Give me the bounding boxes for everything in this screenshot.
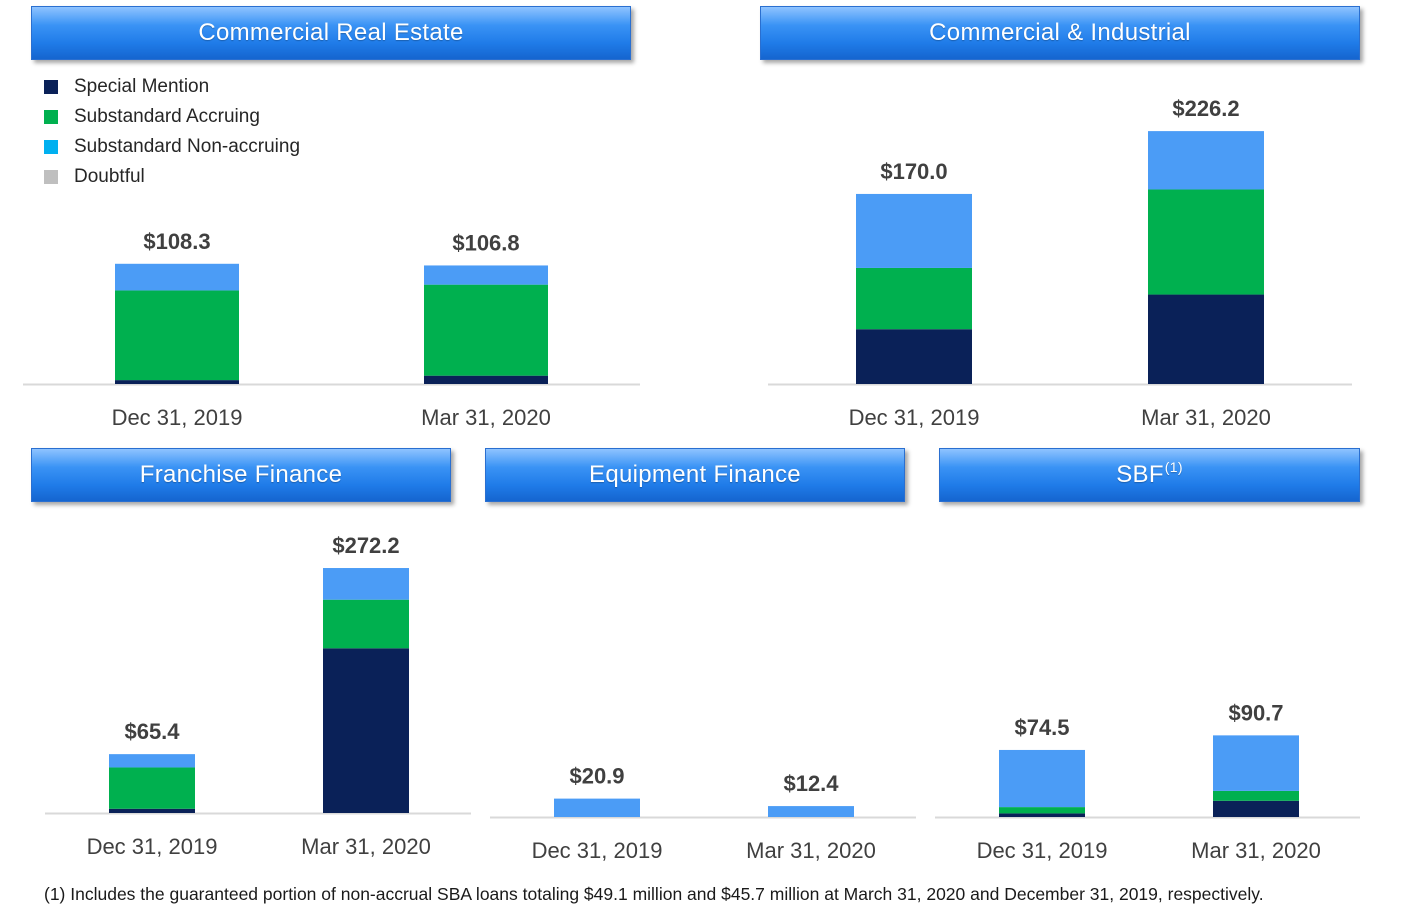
ff-bar-2-substandard-accruing <box>323 599 409 649</box>
header-franchise-finance: Franchise Finance <box>31 448 451 502</box>
ff-bar-2-substandard-nonaccruing <box>323 568 409 600</box>
legend-item-substandard-accruing: Substandard Accruing <box>44 102 300 132</box>
header-sbf: SBF (1) <box>939 448 1360 502</box>
ci-bar-2-substandard-nonaccruing <box>1148 131 1264 190</box>
ef-bar-1-substandard-nonaccruing <box>554 798 640 817</box>
ef-total-label-2: $12.4 <box>783 771 839 796</box>
ci-total-label-1: $170.0 <box>880 159 947 184</box>
cre-bar-2-substandard-nonaccruing <box>424 265 548 285</box>
ci-bar-1-substandard-nonaccruing <box>856 193 972 268</box>
header-equipment-finance: Equipment Finance <box>485 448 905 502</box>
legend-label: Special Mention <box>74 76 210 97</box>
ci-bar-2-substandard-accruing <box>1148 189 1264 295</box>
ci-bar-1-special-mention <box>856 329 972 384</box>
cre-bar-2-special-mention <box>424 375 548 384</box>
ff-category-label-1: Dec 31, 2019 <box>87 834 218 859</box>
legend-label: Doubtful <box>74 166 145 187</box>
cre-category-label-2: Mar 31, 2020 <box>421 405 551 430</box>
ef-category-label-2: Mar 31, 2020 <box>746 838 876 863</box>
legend-swatch <box>44 110 58 124</box>
legend-item-substandard-nonaccruing: Substandard Non-accruing <box>44 132 300 162</box>
sbf-category-label-2: Mar 31, 2020 <box>1191 838 1321 863</box>
legend-label: Substandard Non-accruing <box>74 136 301 157</box>
header-title: Franchise Finance <box>139 461 343 488</box>
cre-bar-1-special-mention <box>115 380 239 384</box>
ff-total-label-1: $65.4 <box>124 719 180 744</box>
footnote: (1) Includes the guaranteed portion of n… <box>44 884 1264 904</box>
sbf-bar-2-special-mention <box>1213 800 1299 817</box>
cre-total-label-1: $108.3 <box>143 229 210 254</box>
ci-category-label-1: Dec 31, 2019 <box>849 405 980 430</box>
ff-bar-1-special-mention <box>109 808 195 813</box>
ff-bar-1-substandard-accruing <box>109 767 195 809</box>
header-commercial-real-estate: Commercial Real Estate <box>31 6 631 60</box>
legend-item-special-mention: Special Mention <box>44 72 300 102</box>
sbf-bar-2-substandard-accruing <box>1213 790 1299 801</box>
ef-category-label-1: Dec 31, 2019 <box>532 838 663 863</box>
header-title: Equipment Finance <box>589 461 801 488</box>
legend-label: Substandard Accruing <box>74 106 260 127</box>
header-title: Commercial Real Estate <box>198 19 464 46</box>
legend-swatch <box>44 140 58 154</box>
ef-total-label-1: $20.9 <box>569 764 624 789</box>
legend-swatch <box>44 170 58 184</box>
cre-bar-1-substandard-accruing <box>115 290 239 381</box>
cre-bar-2-substandard-accruing <box>424 284 548 376</box>
sbf-total-label-1: $74.5 <box>1014 715 1069 740</box>
cre-total-label-2: $106.8 <box>452 230 519 255</box>
ci-total-label-2: $226.2 <box>1172 96 1239 121</box>
legend: Special Mention Substandard Accruing Sub… <box>44 72 300 192</box>
ff-bar-2-special-mention <box>323 648 409 813</box>
sbf-bar-1-substandard-accruing <box>999 807 1085 814</box>
header-title: SBF <box>1116 461 1164 488</box>
sbf-category-label-1: Dec 31, 2019 <box>977 838 1108 863</box>
ci-category-label-2: Mar 31, 2020 <box>1141 405 1271 430</box>
header-title: Commercial & Industrial <box>929 19 1191 46</box>
sbf-bar-1-special-mention <box>999 813 1085 817</box>
ef-bar-2-substandard-nonaccruing <box>768 806 854 817</box>
ff-total-label-2: $272.2 <box>332 533 399 558</box>
header-commercial-industrial: Commercial & Industrial <box>760 6 1360 60</box>
legend-item-doubtful: Doubtful <box>44 162 300 192</box>
header-title-superscript: (1) <box>1164 459 1183 475</box>
legend-swatch <box>44 80 58 94</box>
cre-bar-1-substandard-nonaccruing <box>115 263 239 291</box>
sbf-bar-2-substandard-nonaccruing <box>1213 735 1299 791</box>
cre-category-label-1: Dec 31, 2019 <box>112 405 243 430</box>
ff-bar-1-substandard-nonaccruing <box>109 754 195 768</box>
ci-bar-2-special-mention <box>1148 294 1264 384</box>
ci-bar-1-substandard-accruing <box>856 267 972 330</box>
sbf-bar-1-substandard-nonaccruing <box>999 749 1085 808</box>
ff-category-label-2: Mar 31, 2020 <box>301 834 431 859</box>
sbf-total-label-2: $90.7 <box>1228 700 1283 725</box>
